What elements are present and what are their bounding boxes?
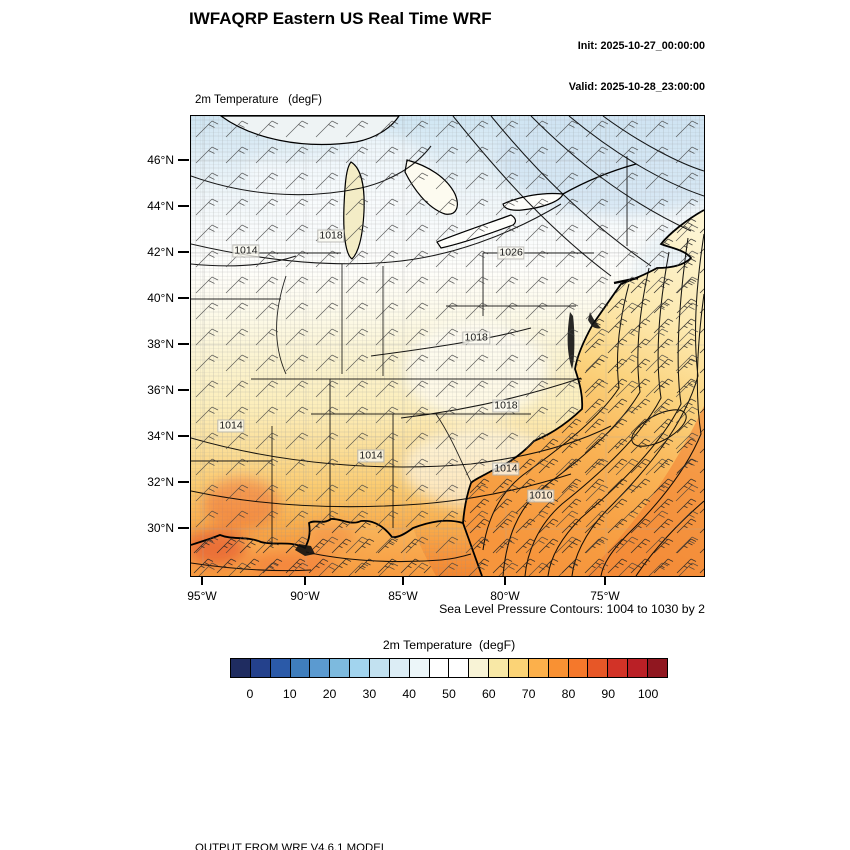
pressure-contour-label: 1026: [497, 246, 525, 260]
colorbar-segment: [349, 659, 370, 677]
pressure-contour-label: 1018: [317, 229, 345, 243]
y-axis-label: 46°N: [147, 153, 174, 167]
x-axis-label: 80°W: [490, 589, 520, 603]
colorbar-segment: [289, 659, 310, 677]
colorbar-segment: [309, 659, 330, 677]
colorbar-tick-label: 50: [442, 687, 456, 701]
y-axis-label: 42°N: [147, 245, 174, 259]
colorbar-segment: [567, 659, 588, 677]
colorbar-segment: [587, 659, 608, 677]
y-axis-tick: [178, 205, 189, 207]
x-axis-tick: [402, 576, 404, 585]
colorbar-segment: [428, 659, 449, 677]
colorbar-segment: [269, 659, 290, 677]
page-title: IWFAQRP Eastern US Real Time WRF: [189, 9, 492, 28]
run-times: Init: 2025-10-27_00:00:00 Valid: 2025-10…: [569, 13, 705, 121]
colorbar-tick-label: 60: [481, 687, 496, 701]
colorbar-tick-label: 30: [362, 687, 377, 701]
colorbar-tick-label: 0: [246, 687, 254, 701]
colorbar-segment: [508, 659, 528, 677]
colorbar-tick-label: 70: [521, 687, 536, 701]
x-axis-tick: [604, 576, 606, 585]
x-axis-label: 95°W: [187, 589, 217, 603]
pressure-contour-label: 1014: [217, 419, 245, 433]
valid-time: Valid: 2025-10-28_23:00:00: [568, 80, 705, 93]
pressure-contour-label: 1010: [527, 489, 555, 503]
footer-model-line: OUTPUT FROM WRF V4.6.1 MODEL: [195, 842, 388, 850]
footer: OUTPUT FROM WRF V4.6.1 MODEL WE = 310 ; …: [195, 810, 643, 850]
colorbar-tick-label: 20: [322, 687, 337, 701]
y-axis-tick: [178, 435, 189, 437]
colorbar-ticks: 0 10 20 30 40 50 60 70 80 90 100: [230, 687, 668, 703]
y-axis-label: 30°N: [147, 521, 174, 535]
colorbar-segment: [448, 659, 469, 677]
colorbar-tick-label: 90: [601, 687, 616, 701]
colorbar-segment: [607, 659, 628, 677]
colorbar-segment: [627, 659, 648, 677]
colorbar-tick-label: 100: [637, 687, 659, 701]
y-axis-tick: [178, 389, 189, 391]
y-axis-tick: [178, 297, 189, 299]
y-axis-label: 32°N: [147, 475, 174, 489]
colorbar-tick-label: 40: [402, 687, 417, 701]
field-temperature: 2m Temperature (degF): [195, 93, 322, 106]
y-axis-label: 44°N: [147, 199, 174, 213]
y-axis-tick: [178, 159, 189, 161]
colorbar-segment: [547, 659, 568, 677]
contour-range-note: Sea Level Pressure Contours: 1004 to 103…: [439, 602, 705, 616]
colorbar-title: 2m Temperature (degF): [382, 638, 516, 652]
init-time: Init: 2025-10-27_00:00:00: [577, 40, 705, 52]
y-axis-tick: [178, 343, 189, 345]
y-axis-tick: [178, 251, 189, 253]
y-axis-label: 36°N: [147, 383, 174, 397]
map-canvas: [191, 116, 704, 576]
y-axis-label: 38°N: [147, 337, 174, 351]
pressure-contour-label: 1018: [492, 399, 520, 413]
colorbar-segment: [369, 659, 389, 677]
x-axis-label: 90°W: [290, 589, 320, 603]
colorbar-segment: [468, 659, 489, 677]
x-axis-label: 75°W: [590, 589, 620, 603]
pressure-contour-label: 1018: [462, 331, 490, 345]
pressure-contour-label: 1014: [357, 449, 385, 463]
colorbar-segment: [527, 659, 548, 677]
colorbar-tick-label: 80: [561, 687, 576, 701]
colorbar-segment: [329, 659, 350, 677]
colorbar-segment: [408, 659, 429, 677]
y-axis-label: 40°N: [147, 291, 174, 305]
map-plot: 1018 1014 1026 1018 1018 1014 1014 1014 1010: [190, 115, 705, 577]
colorbar-segment: [647, 659, 667, 677]
x-axis-tick: [304, 576, 306, 585]
pressure-contour-label: 1014: [492, 462, 520, 476]
colorbar: [230, 658, 668, 678]
colorbar-segment: [488, 659, 509, 677]
pressure-contour-label: 1014: [232, 244, 260, 258]
colorbar-segment: [249, 659, 270, 677]
colorbar-segment: [231, 659, 250, 677]
y-axis-label: 34°N: [147, 429, 174, 443]
colorbar-segment: [388, 659, 409, 677]
x-axis-tick: [504, 576, 506, 585]
y-axis-tick: [178, 527, 189, 529]
y-axis-tick: [178, 481, 189, 483]
x-axis-label: 85°W: [388, 589, 418, 603]
colorbar-tick-label: 10: [282, 687, 297, 701]
x-axis-tick: [201, 576, 203, 585]
